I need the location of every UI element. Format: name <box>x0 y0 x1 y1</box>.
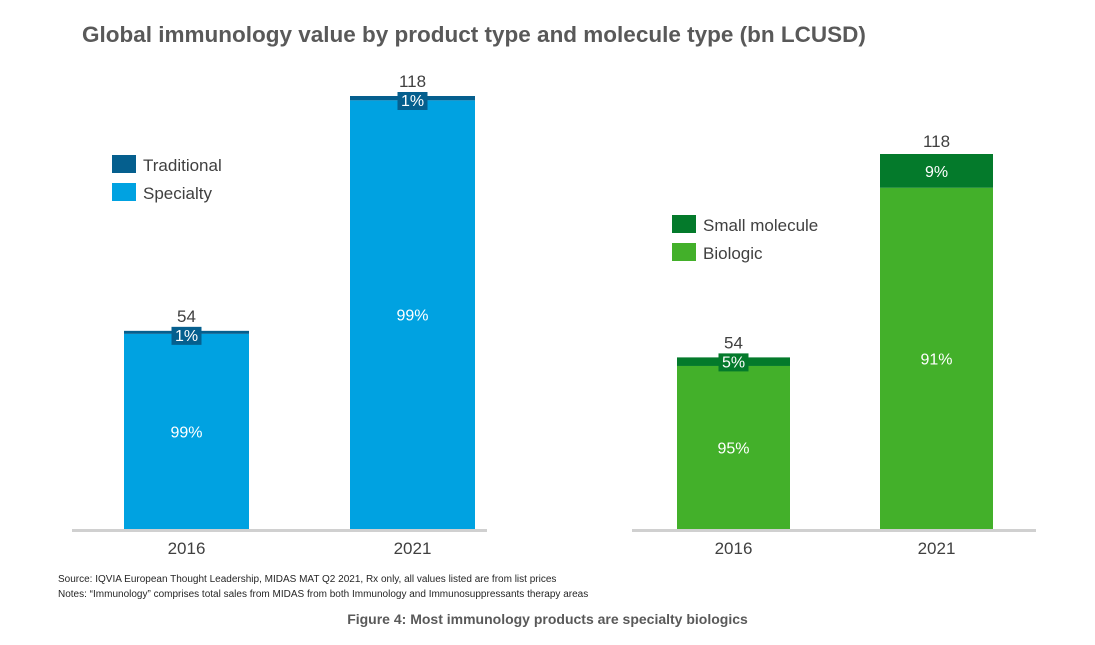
chart2-legend-label-small-molecule: Small molecule <box>703 216 818 235</box>
chart-notes: Source: IQVIA European Thought Leadershi… <box>58 572 588 602</box>
chart2-bar-2021-small-molecule <box>880 154 993 188</box>
chart1-bar-2016-specialty <box>124 333 249 529</box>
chart1-legend-label-traditional: Traditional <box>143 156 222 175</box>
chart1-data-label-2021-top: 1% <box>401 93 424 110</box>
chart2-legend-swatch-biologic <box>672 243 696 261</box>
chart1-legend-swatch-specialty <box>112 183 136 201</box>
chart2-data-label-2021-bottom: 91% <box>920 351 952 368</box>
chart2-data-label-2016-bottom: 95% <box>717 440 749 457</box>
chart2-legend-label-biologic: Biologic <box>703 244 763 263</box>
chart1-label-bg-2021 <box>397 92 428 110</box>
chart2-total-2016: 54 <box>724 333 743 352</box>
chart2-total-2021: 118 <box>923 132 950 151</box>
chart2-legend-swatch-small-molecule <box>672 215 696 233</box>
chart2-bar-2016-biologic <box>677 365 790 529</box>
chart1-data-label-2016-top: 1% <box>175 328 198 345</box>
chart2-label-bg-2016 <box>718 353 749 372</box>
chart1-data-label-2021-bottom: 99% <box>396 308 428 325</box>
chart2-category-label-2021: 2021 <box>918 539 956 558</box>
chart1-data-label-2016-bottom: 99% <box>170 424 202 441</box>
figure-caption: Figure 4: Most immunology products are s… <box>347 611 748 627</box>
chart1-category-label-2021: 2021 <box>394 539 432 558</box>
chart2-category-label-2016: 2016 <box>715 539 753 558</box>
source-note: Source: IQVIA European Thought Leadershi… <box>58 574 557 585</box>
chart-title: Global immunology value by product type … <box>82 22 866 47</box>
chart1-category-label-2016: 2016 <box>168 539 206 558</box>
chart1-total-2021: 118 <box>399 72 426 91</box>
chart2-bar-2021-biologic <box>880 187 993 529</box>
chart2-data-label-2021-top: 9% <box>925 164 948 181</box>
chart1-legend-swatch-traditional <box>112 155 136 173</box>
chart2-data-label-2016-top: 5% <box>722 354 745 371</box>
chart1-total-2016: 54 <box>177 307 196 326</box>
chart1-label-bg-2016 <box>171 326 202 345</box>
chart1-legend-label-specialty: Specialty <box>143 184 212 203</box>
chart1-bar-2021-specialty <box>350 100 475 529</box>
notes-line: Notes: “Immunology” comprises total sale… <box>58 589 589 600</box>
